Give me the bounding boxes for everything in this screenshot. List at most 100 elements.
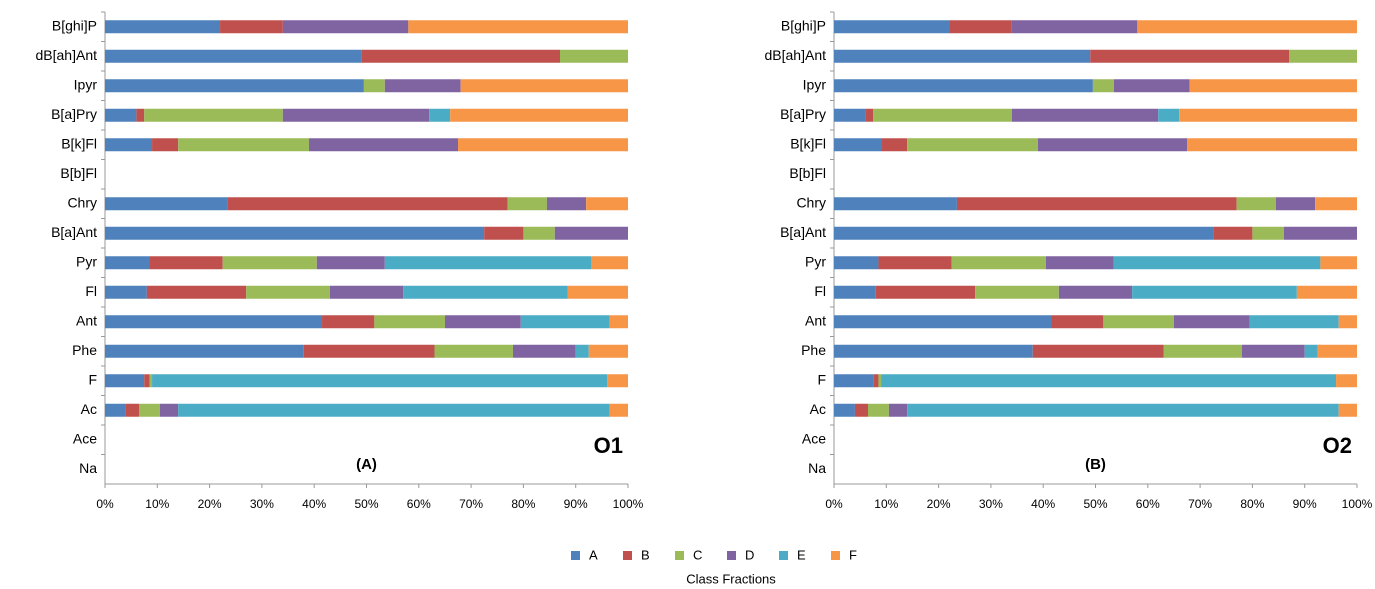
bar-segment (178, 403, 610, 417)
bar-segment (834, 374, 874, 388)
bar-segment (152, 374, 608, 388)
bar-segment (881, 374, 1337, 388)
bar-segment (554, 226, 628, 240)
bar-segment (1051, 315, 1104, 329)
bar-segment (607, 374, 628, 388)
y-tick-label: Fl (814, 283, 826, 299)
bar-segment (1249, 315, 1339, 329)
bar-segment (1113, 256, 1321, 270)
y-tick-label: F (817, 371, 826, 387)
bar-segment (1320, 256, 1357, 270)
bar-segment (834, 403, 855, 417)
bar-segment (1158, 108, 1180, 122)
x-tick-label: 30% (979, 497, 1003, 511)
bar-segment (361, 49, 561, 63)
y-tick-label: B[b]Fl (60, 165, 97, 181)
bar-segment (1336, 374, 1357, 388)
x-tick-label: 40% (302, 497, 326, 511)
bar-segment (460, 79, 628, 93)
y-tick-label: B[a]Ant (51, 224, 97, 240)
bar-segment (105, 49, 362, 63)
bar-segment (1252, 226, 1284, 240)
bar-segment (1317, 344, 1357, 358)
bar-segment (609, 315, 628, 329)
bar-segment (105, 197, 228, 211)
panel-annotation: O2 (1323, 433, 1352, 458)
y-tick-label: Pyr (805, 253, 826, 269)
legend-title: Class Fractions (686, 571, 776, 586)
bar-segment (384, 79, 461, 93)
bar-segment (834, 344, 1033, 358)
bar-segment (1187, 138, 1357, 152)
x-tick-label: 70% (1188, 497, 1212, 511)
bar-segment (834, 285, 876, 299)
y-tick-label: Ipyr (74, 76, 98, 92)
bar-segment (956, 197, 1237, 211)
bar-segment (854, 403, 868, 417)
bar-segment (1241, 344, 1305, 358)
bar-segment (1275, 197, 1316, 211)
bar-segment (444, 315, 521, 329)
bar-segment (316, 256, 385, 270)
bar-segment (875, 285, 976, 299)
bar-segment (105, 20, 221, 34)
bar-segment (308, 138, 459, 152)
bar-segment (105, 344, 304, 358)
bar-segment (507, 197, 547, 211)
x-tick-label: 90% (564, 497, 588, 511)
bar-segment (834, 79, 1093, 93)
legend-swatch (779, 551, 788, 560)
bar-segment (246, 285, 330, 299)
bar-segment (873, 374, 879, 388)
x-tick-label: 10% (874, 497, 898, 511)
legend-swatch (831, 551, 840, 560)
y-tick-label: B[k]Fl (61, 135, 97, 151)
x-tick-label: 80% (511, 497, 535, 511)
bar-segment (1037, 138, 1188, 152)
bar-segment (1137, 20, 1357, 34)
bar-segment (1090, 49, 1290, 63)
x-tick-label: 100% (613, 497, 644, 511)
y-tick-label: Phe (72, 342, 97, 358)
y-tick-label: B[a]Pry (51, 106, 97, 122)
x-tick-label: 20% (198, 497, 222, 511)
bar-segment (1103, 315, 1174, 329)
bar-segment (834, 315, 1052, 329)
bar-segment (322, 315, 375, 329)
legend-label: B (641, 547, 650, 562)
bar-segment (152, 138, 179, 152)
bar-segment (523, 226, 555, 240)
y-tick-label: dB[ah]Ant (36, 47, 98, 63)
x-tick-label: 60% (407, 497, 431, 511)
bar-segment (149, 374, 153, 388)
panel-annotation: O1 (594, 433, 623, 458)
bar-segment (1032, 344, 1164, 358)
bar-segment (867, 403, 889, 417)
y-tick-label: B[a]Pry (780, 106, 826, 122)
y-tick-label: B[ghi]P (781, 17, 826, 33)
bar-segment (105, 138, 153, 152)
y-tick-label: Fl (85, 283, 97, 299)
legend-label: F (849, 547, 857, 562)
x-tick-label: 10% (145, 497, 169, 511)
legend-label: D (745, 547, 754, 562)
bar-segment (834, 138, 882, 152)
bar-segment (1189, 79, 1357, 93)
y-tick-label: Ipyr (803, 76, 827, 92)
x-tick-label: 40% (1031, 497, 1055, 511)
y-tick-label: Na (808, 460, 826, 476)
bar-segment (975, 285, 1059, 299)
bar-segment (834, 20, 950, 34)
bar-segment (1011, 108, 1159, 122)
bar-segment (834, 226, 1214, 240)
bar-segment (881, 138, 908, 152)
y-tick-label: Ant (805, 312, 826, 328)
y-tick-label: F (88, 371, 97, 387)
bar-segment (865, 108, 874, 122)
y-tick-label: Ac (810, 401, 826, 417)
bar-segment (434, 344, 513, 358)
bar-segment (138, 403, 160, 417)
x-tick-label: 30% (250, 497, 274, 511)
bar-segment (586, 197, 628, 211)
